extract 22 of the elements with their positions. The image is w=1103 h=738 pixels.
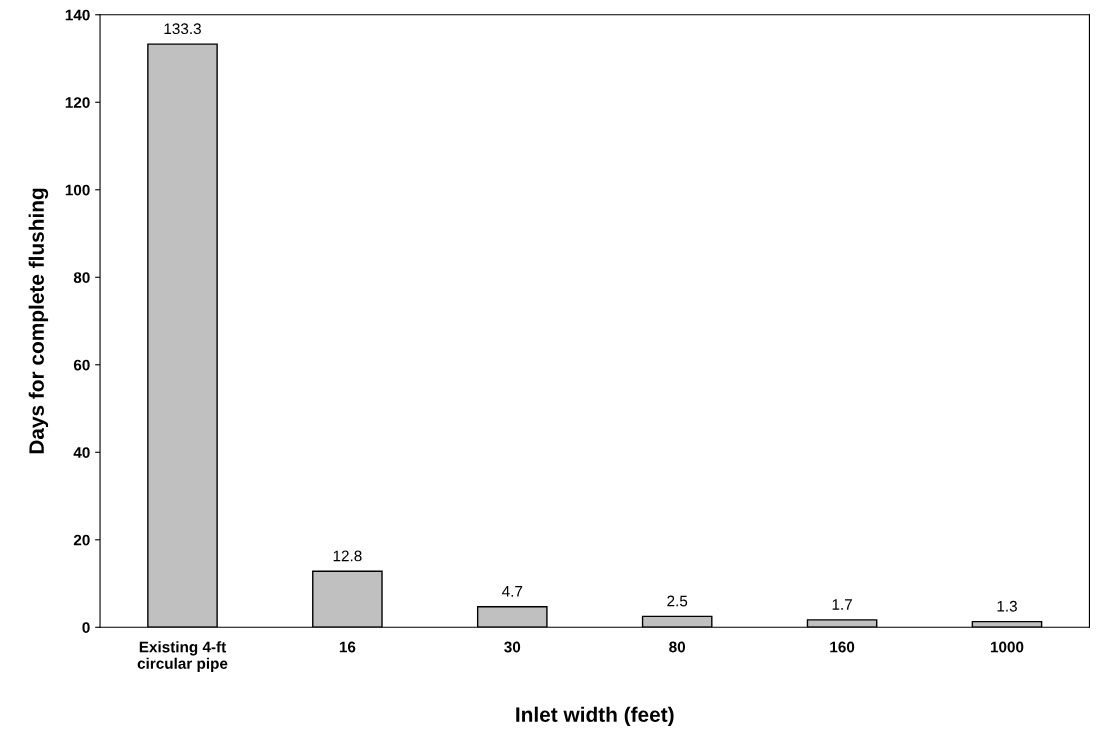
- y-tick-label: 120: [65, 97, 90, 108]
- data-label: 1.7: [832, 599, 852, 610]
- y-tick-label: 40: [73, 447, 90, 458]
- data-label: 1.3: [997, 600, 1017, 612]
- y-axis-title: Days for complete flushing: [28, 188, 49, 454]
- y-tick-label: 0: [82, 622, 90, 633]
- data-label: 133.3: [164, 23, 201, 35]
- x-tick-label: Existing 4-ft circular pipe: [137, 641, 228, 672]
- y-tick-label: 20: [73, 534, 90, 546]
- x-tick-label: 30: [504, 641, 521, 653]
- y-tick-label: 100: [65, 184, 90, 196]
- data-label: 2.5: [667, 595, 688, 607]
- x-tick-label: 160: [830, 641, 855, 653]
- data-label: 4.7: [502, 586, 523, 597]
- x-tick-label: 1000: [990, 641, 1024, 653]
- data-label: 12.8: [333, 550, 362, 562]
- x-axis-title: Inlet width (feet): [516, 706, 674, 727]
- y-tick-label: 80: [73, 272, 90, 283]
- x-tick-label: 80: [669, 641, 686, 653]
- y-tick-label: 140: [65, 9, 90, 21]
- y-tick-label: 60: [73, 359, 90, 371]
- x-tick-label: 16: [339, 641, 356, 653]
